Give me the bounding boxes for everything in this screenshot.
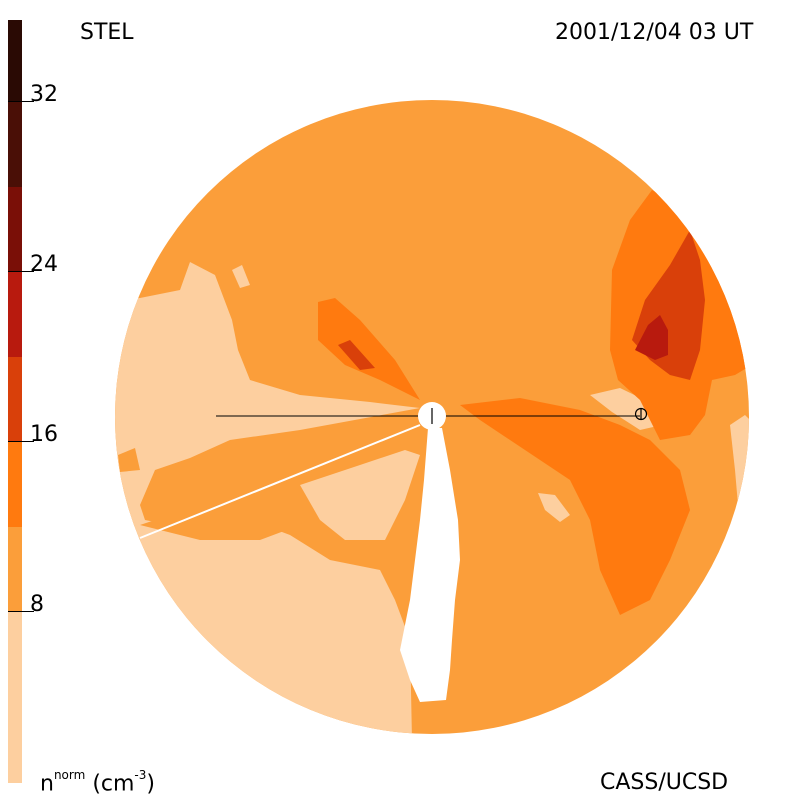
colorbar-tick-label: 16 — [30, 422, 58, 447]
units-close: ) — [146, 771, 155, 797]
units-exponent: -3 — [134, 768, 147, 782]
colorbar-tick — [8, 611, 34, 612]
colorbar-tick-label: 32 — [30, 82, 58, 107]
units-superscript: norm — [53, 768, 86, 782]
colorbar-tick — [8, 441, 34, 442]
colorbar-tick-label: 8 — [30, 592, 44, 617]
credit-label: CASS/UCSD — [600, 770, 729, 795]
colorbar-segment — [8, 102, 22, 187]
colorbar-segment — [8, 527, 22, 612]
units-label: nnorm (cm-3) — [40, 769, 155, 797]
units-base: n — [40, 771, 54, 797]
density-mid-region — [460, 398, 690, 615]
density-low-region — [590, 388, 662, 430]
data-gap-line — [139, 424, 421, 539]
colorbar-segment — [8, 357, 22, 442]
colorbar-segment — [8, 442, 22, 527]
timestamp-label: 2001/12/04 03 UT — [555, 20, 754, 45]
colorbar-segment — [8, 187, 22, 272]
density-low-region — [730, 415, 749, 505]
colorbar-segment — [8, 612, 22, 783]
colorbar-segment — [8, 20, 22, 102]
colorbar-tick — [8, 271, 34, 272]
colorbar — [8, 20, 22, 783]
density-low-region — [538, 493, 570, 522]
instrument-label: STEL — [80, 20, 134, 45]
data-gap-region — [400, 428, 460, 702]
density-low-region — [300, 450, 420, 540]
colorbar-tick-label: 24 — [30, 252, 58, 277]
density-mid-region — [318, 298, 420, 400]
density-base-patch — [118, 448, 140, 472]
units-paren: (cm — [92, 771, 135, 797]
colorbar-tick — [8, 101, 34, 102]
density-low-region — [232, 265, 250, 288]
density-peak-region — [635, 315, 668, 360]
colorbar-segment — [8, 272, 22, 357]
density-high-region — [338, 340, 375, 370]
